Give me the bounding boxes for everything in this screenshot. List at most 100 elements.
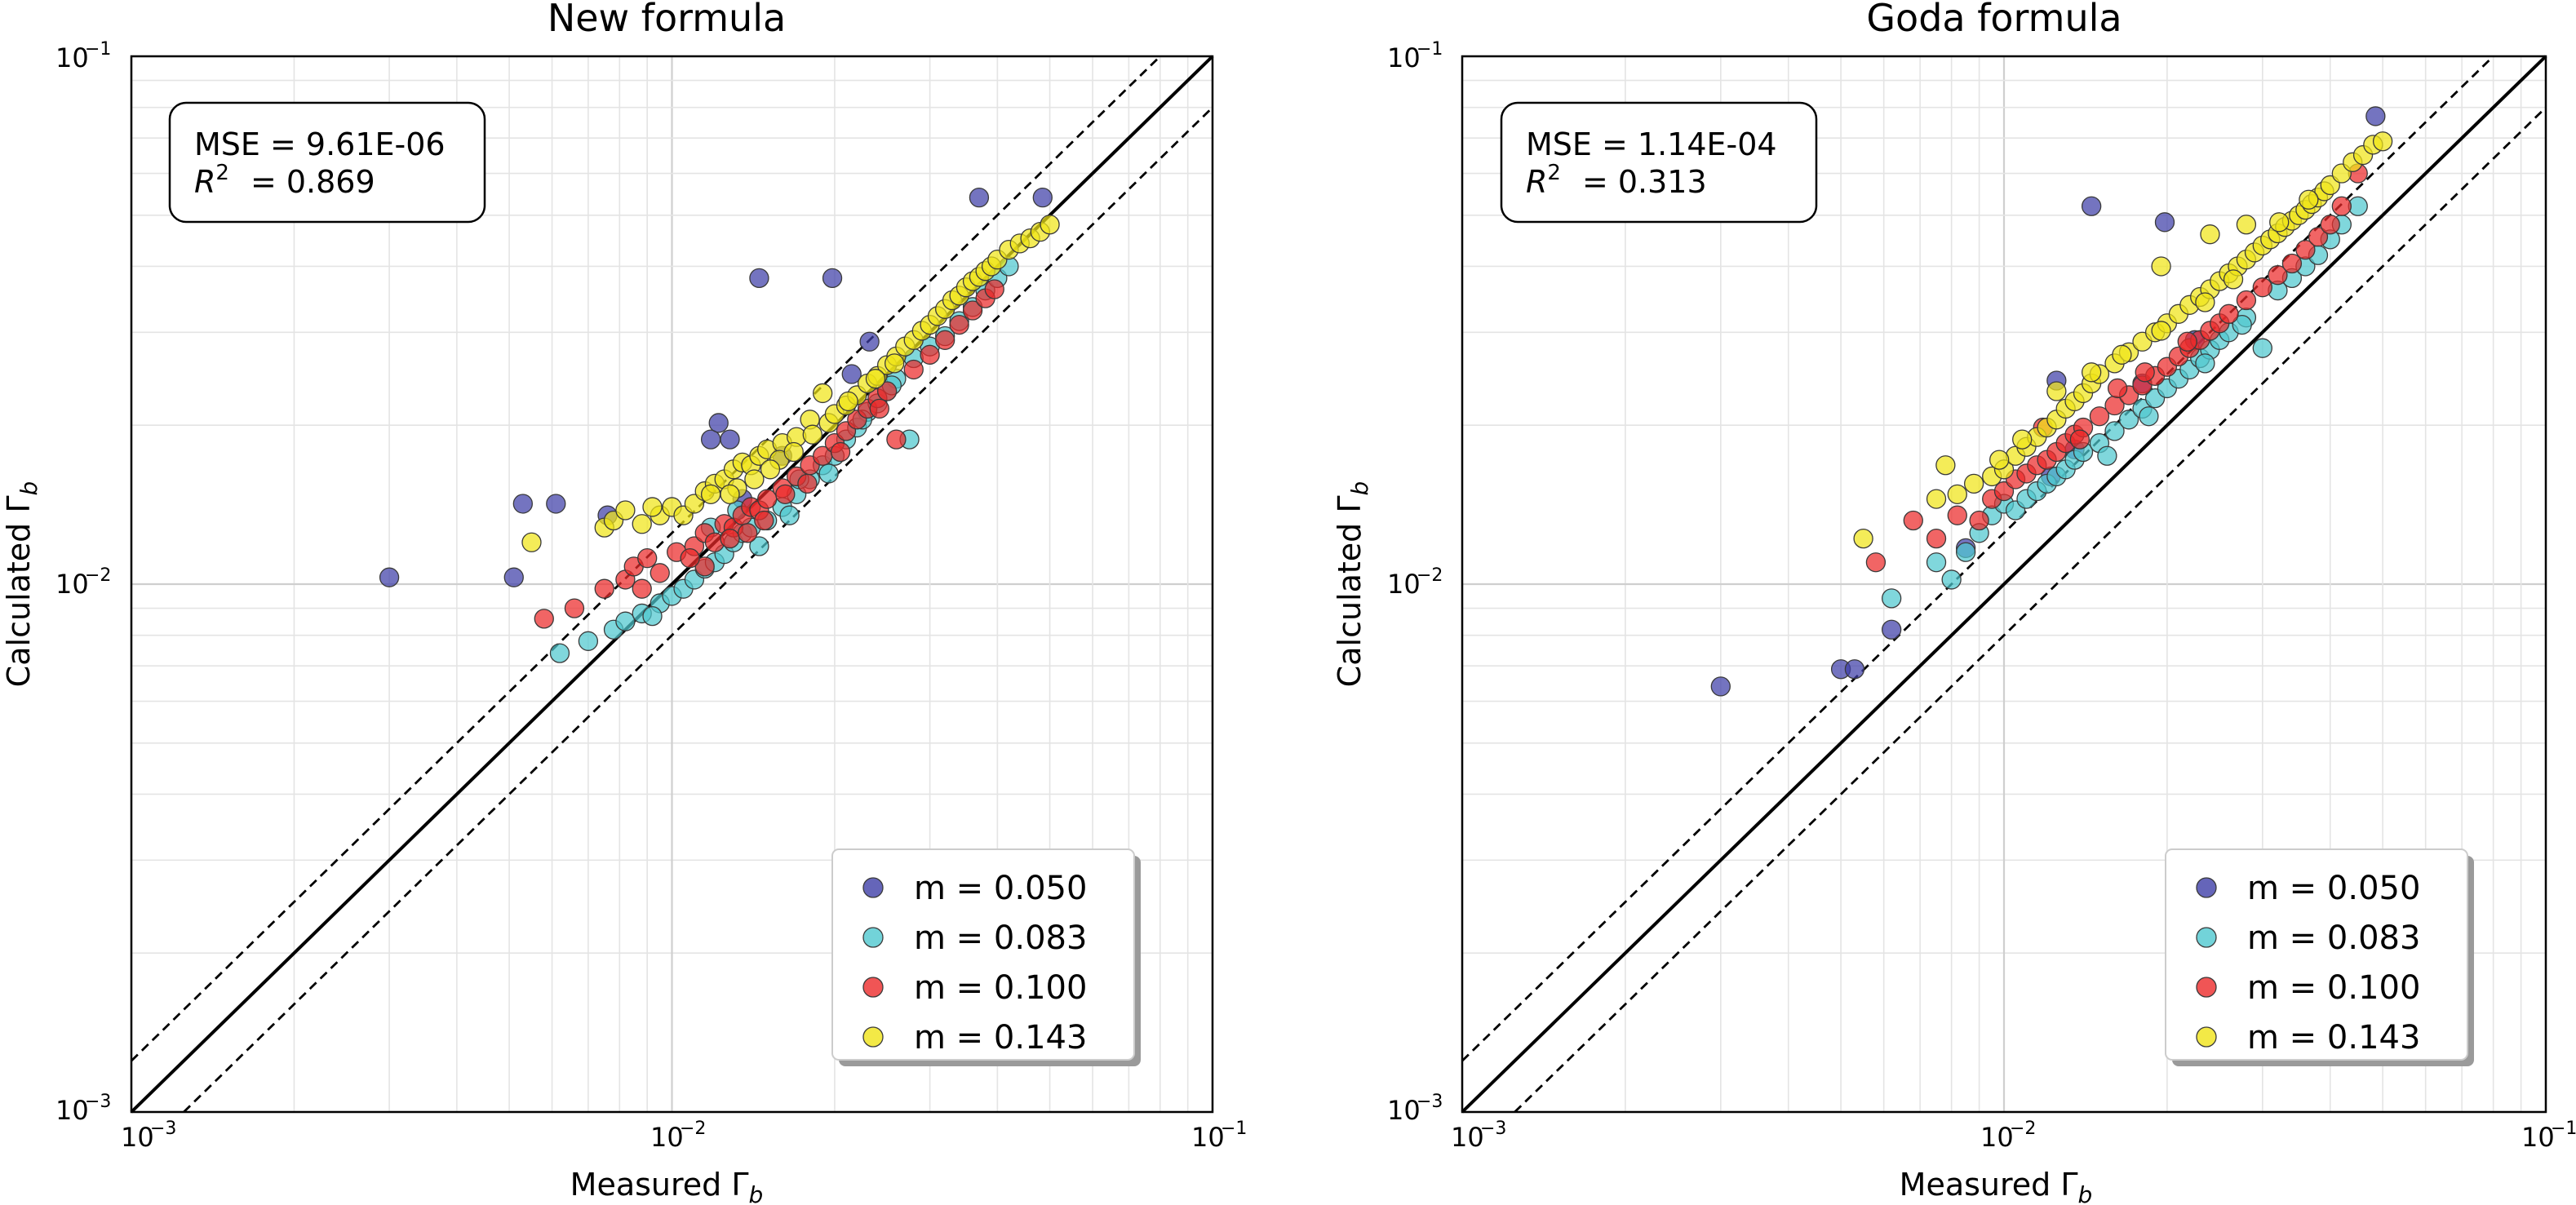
data-point	[2365, 106, 2386, 126]
y-axis-label: Calculated Γb	[1, 481, 42, 688]
data-point	[2252, 338, 2272, 358]
data-point	[534, 609, 554, 629]
data-point	[549, 643, 570, 663]
data-point	[700, 429, 721, 450]
data-point	[650, 563, 670, 583]
data-point	[2151, 321, 2171, 341]
data-point	[1963, 473, 1984, 494]
data-point	[578, 631, 599, 651]
r2-value: R2 = 0.313	[1526, 161, 1707, 200]
stats-box: MSE = 1.14E-04 R2 = 0.313	[1500, 101, 1818, 224]
legend-label: m = 0.083	[914, 919, 1087, 957]
data-point	[615, 611, 636, 631]
x-tick-label: 10	[2521, 1122, 2555, 1153]
bound-dashed-line	[131, 55, 1161, 1062]
panel-new-formula: New formula 10 −3 10 −2 10 −1 10 −1 10 −…	[1, 0, 1247, 1205]
data-point	[738, 523, 758, 543]
data-point	[632, 514, 652, 534]
data-point	[1947, 484, 1967, 504]
data-point	[1032, 187, 1053, 208]
y-tick-label: 10	[55, 569, 89, 600]
data-point	[2151, 256, 2171, 277]
plot-frame	[130, 55, 1214, 1114]
data-point	[754, 510, 774, 531]
data-point	[2112, 344, 2132, 365]
data-point	[2372, 131, 2393, 152]
y-tick-label: 10	[1387, 569, 1421, 600]
data-point	[2081, 196, 2102, 216]
data-point	[2135, 362, 2155, 383]
data-point	[680, 548, 700, 569]
data-point	[2320, 215, 2340, 235]
data-point	[2012, 429, 2033, 450]
legend-entries: m = 0.050 m = 0.083 m = 0.100 m = 0.143	[862, 870, 1087, 1057]
legend-marker	[2196, 1026, 2217, 1048]
chart-title: Goda formula	[1866, 0, 2122, 40]
data-point	[984, 279, 1004, 299]
r2-value: R2 = 0.869	[194, 161, 375, 200]
data-point	[2308, 227, 2329, 247]
data-point	[797, 473, 818, 494]
data-point	[1969, 510, 1989, 531]
data-point	[859, 331, 880, 352]
legend-marker	[862, 977, 884, 998]
data-point	[2195, 353, 2215, 374]
one-to-one-line	[1461, 55, 2547, 1114]
x-tick-labels: 10 −3 10 −2 10 −1	[1451, 1119, 2576, 1153]
data-point	[2295, 239, 2316, 260]
data-point	[749, 268, 769, 289]
stats-box-frame	[168, 101, 486, 224]
data-point	[962, 300, 983, 321]
data-point	[1989, 450, 2010, 470]
data-point	[2154, 212, 2175, 233]
legend-marker	[862, 1026, 884, 1048]
x-tick-exponent: −1	[2551, 1119, 2576, 1139]
data-point	[838, 391, 858, 412]
y-tick-exponent: −2	[85, 565, 111, 586]
x-tick-label: 10	[1451, 1122, 1484, 1153]
data-point	[2232, 314, 2252, 335]
data-point	[865, 369, 886, 389]
data-point	[1947, 505, 1967, 525]
x-tick-label: 10	[1980, 1122, 2014, 1153]
y-tick-labels: 10 −1 10 −2 10 −3	[55, 39, 111, 1126]
legend-label: m = 0.100	[914, 969, 1087, 1007]
bound-dashed-line	[1461, 55, 2494, 1062]
stats-box: MSE = 9.61E-06 R2 = 0.869	[168, 101, 486, 224]
data-point	[1040, 215, 1060, 235]
data-point	[775, 484, 796, 504]
data-point	[2107, 378, 2128, 399]
data-point	[886, 429, 907, 450]
panel-goda-formula: Goda formula 10 −3 10 −2 10 −1 10 −1 10 …	[1332, 0, 2576, 1205]
y-tick-exponent: −2	[1417, 565, 1443, 586]
y-tick-exponent: −1	[85, 39, 111, 60]
stats-box-frame	[1500, 101, 1818, 224]
data-point	[720, 528, 740, 549]
data-point	[642, 605, 663, 627]
data-point	[564, 598, 585, 618]
x-tick-exponent: −2	[2010, 1119, 2036, 1139]
legend-marker	[2196, 877, 2217, 898]
data-point	[2299, 189, 2319, 210]
legend-label: m = 0.050	[914, 870, 1087, 907]
plot-frame	[1461, 55, 2547, 1114]
data-point	[2281, 253, 2303, 274]
data-point	[521, 532, 542, 552]
scatter-points	[379, 187, 1060, 663]
x-tick-label: 10	[650, 1122, 684, 1153]
y-tick-label: 10	[1387, 1095, 1421, 1126]
y-tick-label: 10	[55, 1095, 89, 1126]
data-point	[1926, 489, 1947, 509]
data-point	[2236, 290, 2257, 311]
data-point	[1955, 542, 1976, 562]
data-point	[637, 548, 658, 569]
data-point	[2118, 410, 2139, 430]
data-point	[1865, 552, 1887, 573]
data-point	[744, 469, 765, 490]
data-point	[2331, 196, 2352, 216]
x-axis-label: Measured Γb	[570, 1167, 764, 1205]
legend-label: m = 0.143	[914, 1019, 1087, 1057]
mse-value: MSE = 1.14E-04	[1526, 126, 1777, 162]
x-tick-labels: 10 −3 10 −2 10 −1	[121, 1119, 1247, 1153]
data-point	[830, 441, 851, 463]
